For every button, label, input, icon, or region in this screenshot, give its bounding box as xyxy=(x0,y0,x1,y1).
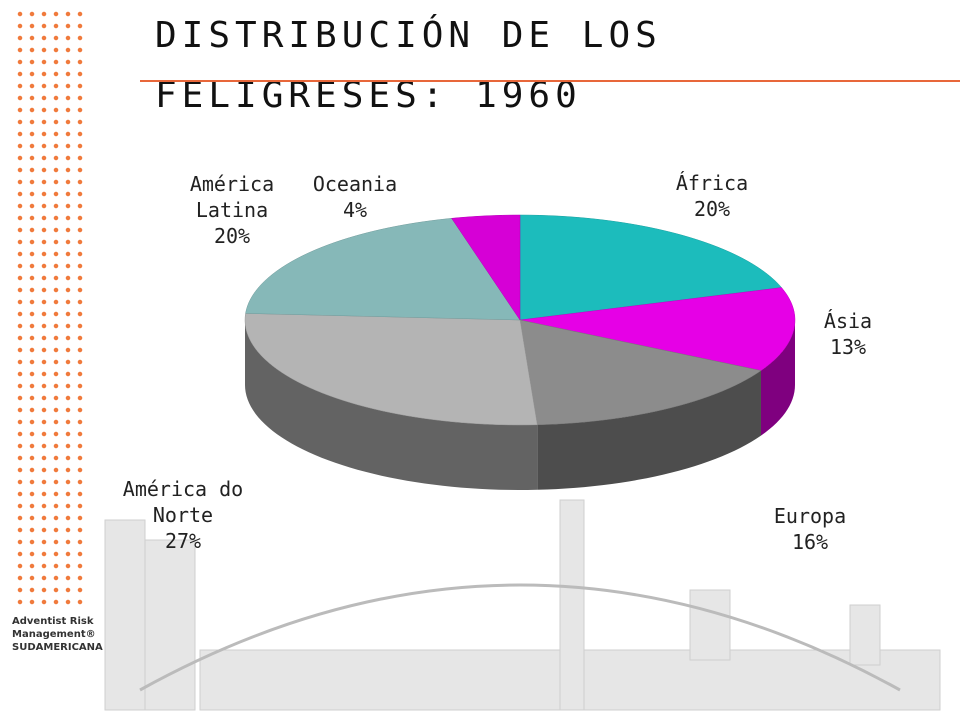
slice xyxy=(519,214,783,321)
pie xyxy=(244,214,796,490)
dot-pattern xyxy=(14,8,84,608)
data-label: Oceania 4% xyxy=(295,171,415,223)
value-label: 20% xyxy=(693,197,731,221)
title-rule xyxy=(140,80,960,82)
data-label: África 20% xyxy=(637,170,787,222)
slice xyxy=(245,218,521,321)
slice xyxy=(451,214,521,321)
slice xyxy=(519,319,762,426)
logo: Adventist Risk Management® SUDAMERICANA xyxy=(12,615,112,654)
value-label: 13% xyxy=(829,335,867,359)
skyline xyxy=(104,499,941,711)
logo-text: SUDAMERICANA xyxy=(12,642,103,653)
value-label: 27% xyxy=(164,529,202,553)
slice-side xyxy=(760,320,795,436)
category-label: Europa xyxy=(773,504,847,528)
slice-side xyxy=(245,320,538,490)
value-label: 20% xyxy=(213,224,251,248)
value-label: 16% xyxy=(791,530,829,554)
logo-text: Management® xyxy=(12,629,96,640)
data-label: Ásia 13% xyxy=(773,308,923,360)
value-label: 4% xyxy=(342,198,368,222)
data-label: América do Norte 27% xyxy=(113,476,253,554)
data-label: América Latina 20% xyxy=(172,171,292,249)
chart-title: DISTRIBUCIÓN DE LOS FELIGRESES: 1960 xyxy=(155,15,662,116)
slice-side xyxy=(537,370,761,490)
data-label: Europa 16% xyxy=(735,503,885,555)
category-label: África xyxy=(675,171,749,195)
category-label: Oceania xyxy=(312,172,398,196)
category-label: América Latina xyxy=(189,172,275,222)
category-label: América do Norte xyxy=(122,477,244,527)
logo-text: Adventist Risk xyxy=(12,616,94,627)
slice xyxy=(244,313,538,426)
category-label: Ásia xyxy=(823,309,873,333)
slice xyxy=(519,287,796,371)
